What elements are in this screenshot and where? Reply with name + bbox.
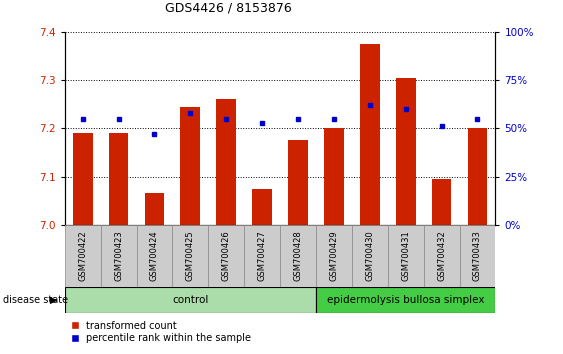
Bar [172,225,208,287]
Bar [145,193,164,225]
Text: GSM700431: GSM700431 [401,230,410,281]
Bar [388,225,424,287]
Text: GDS4426 / 8153876: GDS4426 / 8153876 [165,1,292,14]
Text: GSM700430: GSM700430 [365,230,374,281]
Bar [432,179,452,225]
Bar [208,225,244,287]
Text: control: control [172,295,208,305]
Legend: transformed count, percentile rank within the sample: transformed count, percentile rank withi… [67,317,255,347]
Bar [360,44,379,225]
Bar [352,225,388,287]
Bar [101,225,137,287]
Text: GSM700422: GSM700422 [78,230,87,281]
Bar [424,225,459,287]
Text: disease state: disease state [3,295,68,305]
Text: GSM700427: GSM700427 [258,230,267,281]
Text: GSM700429: GSM700429 [329,230,338,281]
Bar [109,133,128,225]
Bar [316,287,495,313]
Bar [288,141,308,225]
Text: GSM700433: GSM700433 [473,230,482,281]
Bar [316,225,352,287]
Bar [244,225,280,287]
Text: GSM700428: GSM700428 [293,230,302,281]
Bar [216,99,236,225]
Bar [468,128,488,225]
Bar [280,225,316,287]
Bar [73,133,92,225]
Bar [65,287,316,313]
Text: GSM700432: GSM700432 [437,230,446,281]
Bar [137,225,172,287]
Text: GSM700426: GSM700426 [222,230,231,281]
Bar [252,189,272,225]
Bar [324,128,344,225]
Text: GSM700424: GSM700424 [150,230,159,281]
Text: epidermolysis bullosa simplex: epidermolysis bullosa simplex [327,295,485,305]
Text: ▶: ▶ [50,295,57,305]
Bar [181,107,200,225]
Bar [65,225,101,287]
Bar [459,225,495,287]
Text: GSM700423: GSM700423 [114,230,123,281]
Bar [396,78,415,225]
Text: GSM700425: GSM700425 [186,230,195,281]
